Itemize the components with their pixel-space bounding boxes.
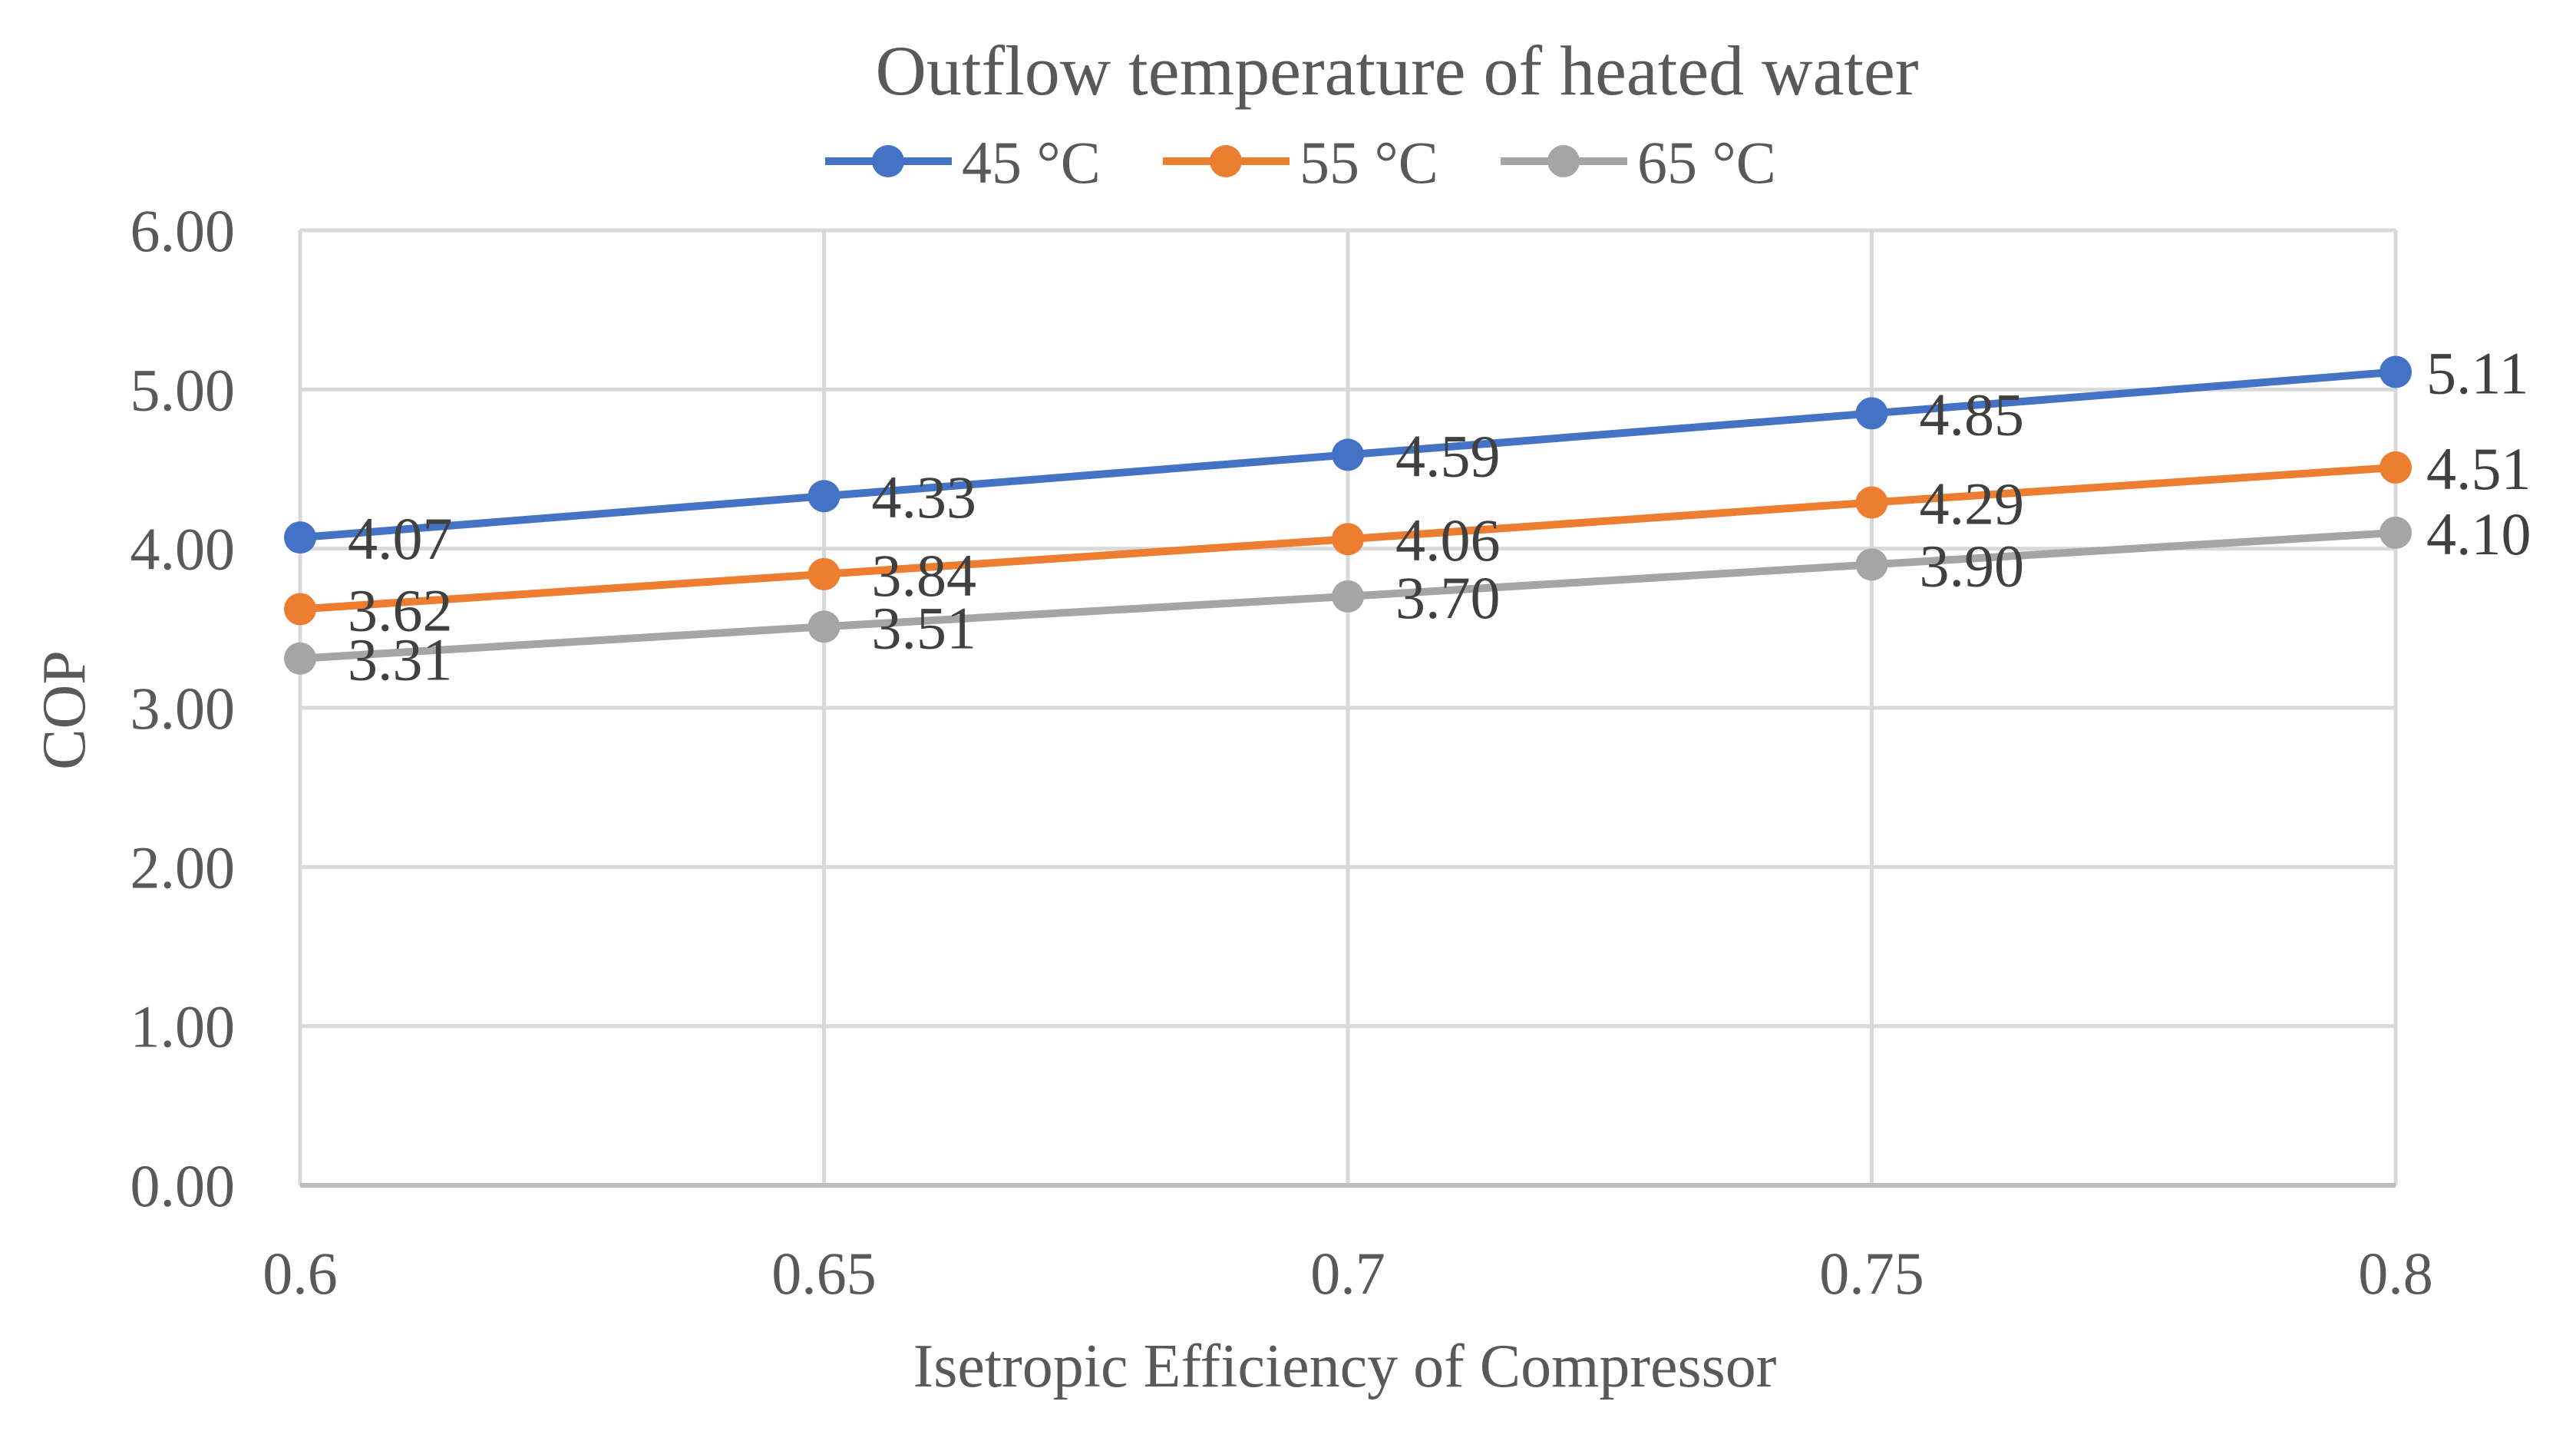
y-tick-label: 4.00	[130, 516, 236, 583]
data-point	[284, 642, 316, 675]
y-tick-label: 5.00	[130, 356, 236, 423]
legend-marker	[872, 145, 904, 177]
legend-marker	[1210, 145, 1242, 177]
series	[284, 355, 2412, 675]
y-tick-label: 0.00	[130, 1152, 236, 1219]
y-tick-label: 3.00	[130, 675, 236, 742]
data-label: 3.84	[872, 542, 977, 609]
data-point	[1332, 580, 1364, 613]
data-label: 3.62	[348, 577, 453, 643]
data-label: 3.51	[872, 594, 977, 661]
y-axis-title: COP	[31, 650, 98, 770]
legend-item: 55 °C	[1163, 129, 1438, 196]
x-axis-title: Isetropic Efficiency of Compressor	[913, 1333, 1777, 1400]
data-label: 3.31	[348, 626, 453, 693]
data-point	[807, 480, 841, 513]
data-point	[284, 593, 316, 626]
data-label: 4.85	[1920, 381, 2025, 448]
x-tick-label: 0.7	[1310, 1240, 1385, 1307]
data-point	[1855, 548, 1888, 581]
data-label: 5.11	[2426, 340, 2529, 407]
x-tick-label: 0.6	[263, 1240, 338, 1307]
legend-marker	[1547, 145, 1580, 177]
data-label: 4.59	[1395, 422, 1501, 489]
data-point	[2379, 355, 2412, 388]
data-label: 4.07	[348, 505, 453, 572]
data-label: 4.10	[2426, 501, 2531, 567]
data-point	[2379, 516, 2412, 549]
data-label: 4.33	[872, 464, 977, 530]
legend-label: 45 °C	[962, 129, 1101, 196]
data-point	[2379, 451, 2412, 484]
data-label: 3.70	[1395, 564, 1501, 631]
x-tick-label: 0.8	[2358, 1240, 2433, 1307]
legend: 45 °C 55 °C 65 °C	[825, 129, 1776, 196]
legend-item: 45 °C	[825, 129, 1101, 196]
data-point	[807, 557, 841, 590]
data-label: 4.06	[1395, 507, 1501, 573]
legend-label: 55 °C	[1300, 129, 1438, 196]
data-label: 4.51	[2426, 435, 2531, 502]
data-point	[1332, 523, 1364, 556]
y-tick-label: 1.00	[130, 993, 236, 1060]
y-tick-label: 2.00	[130, 834, 236, 901]
data-point	[807, 610, 841, 643]
data-label: 3.90	[1920, 532, 2025, 599]
grid	[298, 228, 2398, 1188]
x-tick-label: 0.65	[771, 1240, 877, 1307]
chart-title: Outflow temperature of heated water	[876, 31, 1919, 110]
data-point	[1332, 438, 1364, 471]
legend-label: 65 °C	[1637, 129, 1776, 196]
y-tick-label: 6.00	[130, 197, 236, 264]
data-point	[284, 521, 316, 554]
data-labels: 4.07 4.33 4.59 4.85 5.11 3.62 3.84 4.06 4.29 4.51…	[348, 340, 2531, 693]
data-label: 4.29	[1920, 471, 2025, 537]
x-tick-label: 0.75	[1819, 1240, 1924, 1307]
legend-item: 65 °C	[1501, 129, 1776, 196]
data-point	[1855, 397, 1888, 430]
axes: 0.00 1.00 2.00 3.00 4.00 5.00 6.00 0.6 0.65 0.7 0.…	[130, 197, 2433, 1307]
data-point	[1855, 486, 1888, 519]
